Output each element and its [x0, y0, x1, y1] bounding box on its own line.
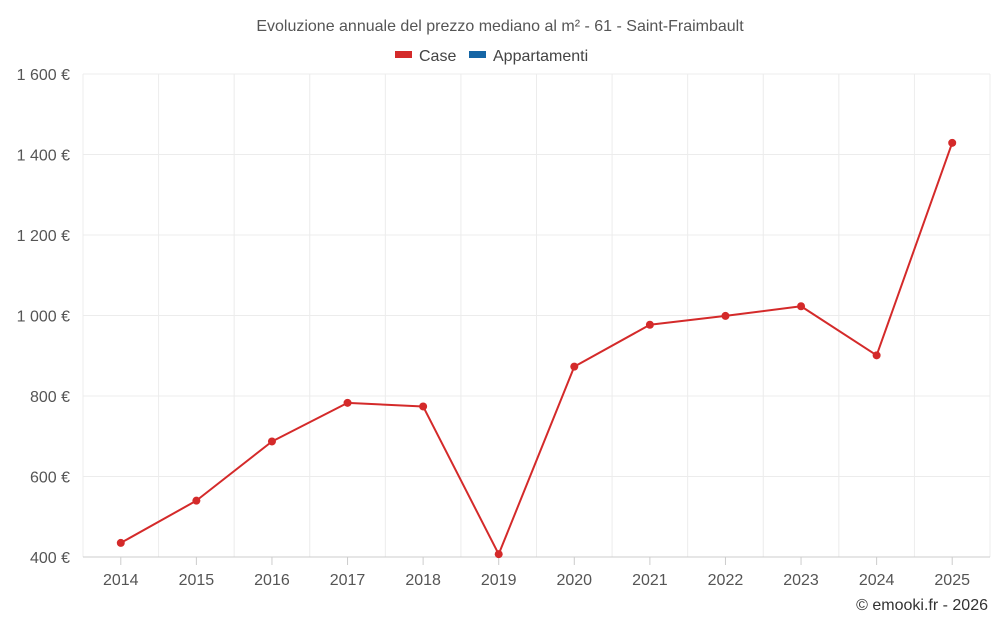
legend-swatch-case: [395, 51, 412, 58]
chart-title: Evoluzione annuale del prezzo mediano al…: [256, 18, 744, 35]
y-tick-label: 800 €: [30, 389, 70, 406]
x-tick-label: 2017: [330, 572, 366, 589]
legend-item-appartamenti[interactable]: Appartamenti: [469, 48, 588, 65]
x-tick-label: 2020: [556, 572, 592, 589]
legend-swatch-appartamenti: [469, 51, 486, 58]
data-point[interactable]: [645, 320, 654, 329]
x-tick-label: 2018: [405, 572, 441, 589]
y-tick-label: 1 000 €: [17, 309, 70, 326]
data-point[interactable]: [570, 362, 579, 371]
x-tick-label: 2024: [859, 572, 895, 589]
x-tick-label: 2023: [783, 572, 819, 589]
credit-text: © emooki.fr - 2026: [856, 597, 988, 614]
series-layer: [116, 138, 957, 559]
data-point[interactable]: [948, 138, 957, 147]
x-tick-label: 2016: [254, 572, 290, 589]
legend-label-appartamenti: Appartamenti: [493, 48, 588, 65]
x-tick-label: 2015: [179, 572, 215, 589]
data-point[interactable]: [721, 311, 730, 320]
y-tick-label: 600 €: [30, 470, 70, 487]
x-tick-label: 2025: [934, 572, 970, 589]
y-tick-label: 1 400 €: [17, 148, 70, 165]
data-point[interactable]: [192, 496, 201, 505]
data-point[interactable]: [872, 351, 881, 360]
x-axis-labels: 2014 2015 2016 2017 2018 2019 2020 2021 2022 2023…: [103, 557, 970, 589]
x-gridlines: [82, 74, 991, 557]
y-tick-label: 1 600 €: [17, 67, 70, 84]
y-tick-label: 1 200 €: [17, 228, 70, 245]
data-point[interactable]: [116, 538, 125, 547]
legend-label-case: Case: [419, 48, 456, 65]
series-line-case: [120, 142, 954, 556]
data-point[interactable]: [267, 437, 276, 446]
x-tick-label: 2019: [481, 572, 517, 589]
data-point[interactable]: [343, 398, 352, 407]
data-point[interactable]: [494, 550, 503, 559]
data-point[interactable]: [797, 302, 806, 311]
y-tick-label: 400 €: [30, 550, 70, 567]
legend-item-case[interactable]: Case: [395, 48, 456, 65]
data-point[interactable]: [419, 402, 428, 411]
legend: Case Appartamenti: [395, 48, 588, 65]
y-axis-labels: 400 € 600 € 800 € 1 000 € 1 200 € 1 400 € 1 60…: [17, 67, 70, 567]
x-tick-label: 2022: [708, 572, 744, 589]
x-tick-label: 2014: [103, 572, 139, 589]
x-tick-label: 2021: [632, 572, 668, 589]
